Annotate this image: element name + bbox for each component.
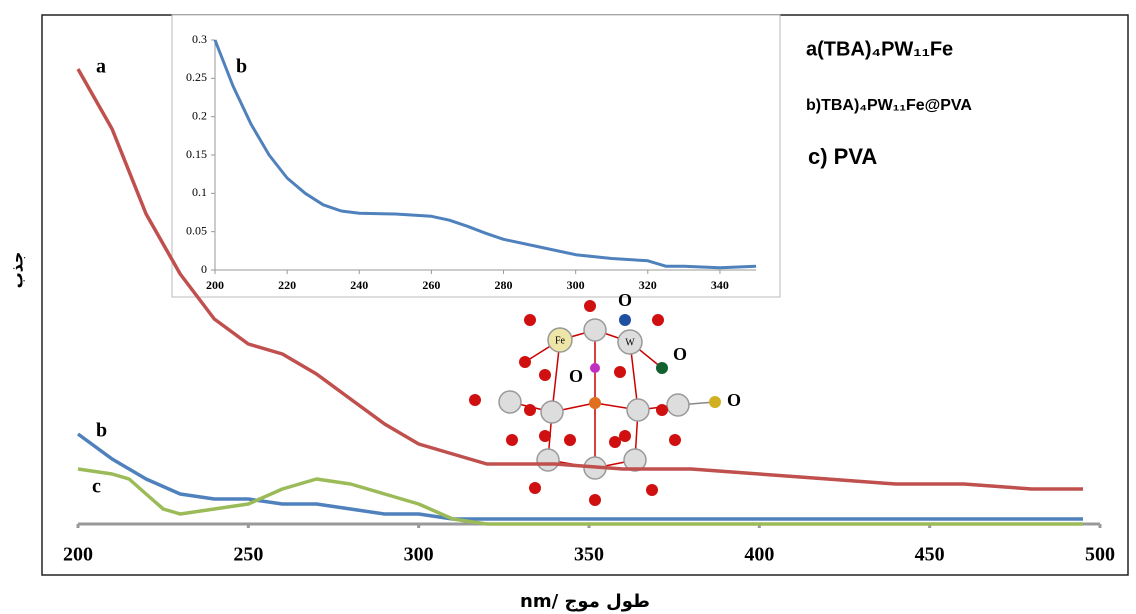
series-label: b	[96, 420, 107, 442]
x-tick-label: 340	[711, 278, 729, 292]
x-tick-label: 350	[574, 544, 604, 566]
x-tick-label: 320	[639, 278, 657, 292]
x-tick-label: 500	[1085, 544, 1115, 566]
molecule-label: O	[569, 366, 583, 386]
y-tick-label: 0.3	[192, 32, 207, 46]
series-label: b	[236, 56, 247, 78]
y-axis-label: جذب	[8, 252, 27, 289]
x-tick-label: 260	[422, 278, 440, 292]
series-label: a	[96, 56, 106, 78]
molecule-label: Fe	[555, 335, 566, 346]
x-tick-label: 300	[404, 544, 434, 566]
molecule	[469, 300, 721, 506]
series-line	[213, 39, 757, 270]
legend-entry: c) PVA	[808, 144, 877, 169]
series-line	[77, 467, 1083, 526]
molecule-label: W	[625, 337, 635, 348]
x-tick-label: 240	[350, 278, 368, 292]
x-tick-label: 300	[567, 278, 585, 292]
x-tick-label: 200	[206, 278, 224, 292]
molecule-label: O	[618, 290, 632, 310]
x-tick-label: 220	[278, 278, 296, 292]
molecule-label: O	[727, 390, 741, 410]
x-axis-label: nm/ طول موج	[520, 591, 650, 612]
x-tick-label: 280	[495, 278, 513, 292]
y-tick-label: 0	[201, 262, 207, 276]
x-tick-label: 450	[915, 544, 945, 566]
molecule-label: O	[673, 344, 687, 364]
inset-frame	[171, 14, 781, 298]
series-line	[76, 68, 1083, 491]
y-tick-label: 0.1	[192, 185, 207, 199]
legend-entry: b)TBA)₄PW₁₁Fe@PVA	[806, 97, 972, 114]
x-tick-label: 200	[63, 544, 93, 566]
y-tick-label: 0.25	[186, 70, 207, 84]
series-label: c	[92, 476, 101, 498]
legend-entry: a(TBA)₄PW₁₁Fe	[806, 38, 953, 60]
x-tick-label: 250	[233, 544, 263, 566]
y-tick-label: 0.2	[192, 108, 207, 122]
series-line	[76, 432, 1083, 521]
x-tick-label: 400	[744, 544, 774, 566]
y-tick-label: 0.05	[186, 223, 207, 237]
y-tick-label: 0.15	[186, 147, 207, 161]
